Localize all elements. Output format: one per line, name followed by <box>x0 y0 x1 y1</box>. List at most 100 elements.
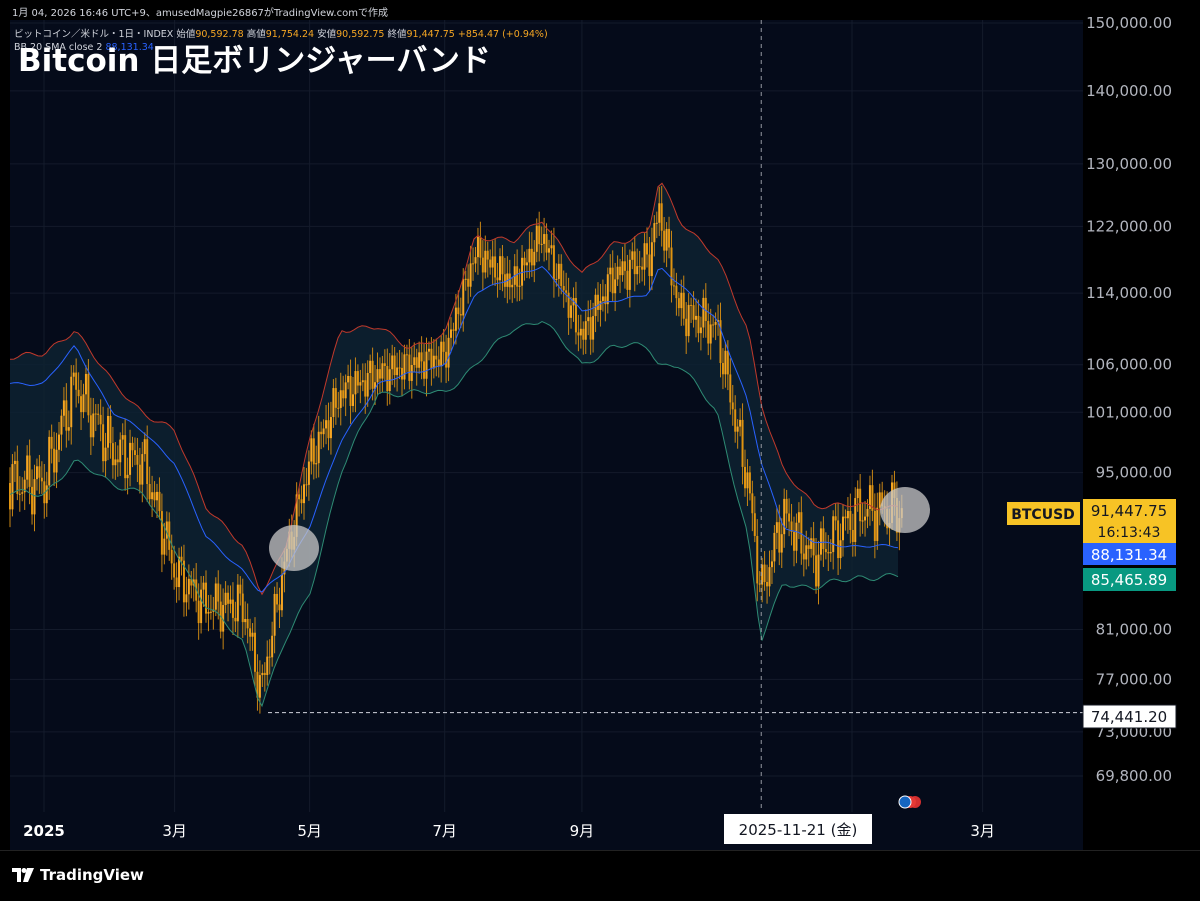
candle-body <box>712 324 715 326</box>
symbol-badge-text: BTCUSD <box>1011 507 1075 523</box>
candle-body <box>579 328 582 336</box>
candle-body <box>587 317 590 322</box>
candle-body <box>800 512 803 554</box>
candle-body <box>94 413 97 415</box>
candle-body <box>876 507 879 541</box>
candle-body <box>611 267 614 294</box>
ohlc-value-0: 90,592.78 <box>195 29 246 40</box>
candle-body <box>511 284 514 288</box>
candle-body <box>721 363 724 375</box>
candle-body <box>704 297 707 321</box>
candle-body <box>518 285 521 287</box>
candle-body <box>300 499 303 504</box>
candle-body <box>227 592 230 604</box>
candle-body <box>376 369 379 383</box>
candle-body <box>153 492 156 501</box>
candle-body <box>866 508 869 517</box>
candle-body <box>846 510 849 519</box>
price-chart[interactable]: 150,000.00 140,000.00 130,000.00 122,000.00… <box>0 0 1200 850</box>
candle-body <box>40 477 43 482</box>
candle-body <box>427 348 430 352</box>
candle-body <box>839 540 842 559</box>
candle-body <box>812 538 815 556</box>
candle-body <box>785 498 788 514</box>
candle-body <box>97 413 100 415</box>
candle-body <box>35 466 38 480</box>
x-tick-label: 5月 <box>297 822 322 840</box>
candle-body <box>268 656 271 658</box>
candle-body <box>670 247 673 286</box>
candle-body <box>190 578 193 586</box>
candle-body <box>185 594 188 603</box>
candle-body <box>408 354 411 381</box>
candle-body <box>609 267 612 275</box>
chart-credit-line: 1月 04, 2026 16:46 UTC+9、amusedMagpie2686… <box>12 8 388 19</box>
candle-body <box>396 367 399 376</box>
candle-body <box>18 493 21 495</box>
candle-body <box>548 248 550 253</box>
candle-body <box>770 561 773 568</box>
candle-body <box>405 354 408 356</box>
candle-body <box>381 363 384 379</box>
candle-body <box>168 521 171 550</box>
last-price-text: 91,447.75 <box>1091 502 1167 520</box>
ohlc-label-1: 高値 <box>247 28 267 40</box>
candle-body <box>104 447 107 462</box>
candle-body <box>660 203 663 231</box>
candle-body <box>827 552 830 554</box>
candle-body <box>442 341 445 352</box>
candle-body <box>423 361 426 379</box>
candle-body <box>467 278 470 287</box>
candle-body <box>138 464 141 485</box>
candle-body <box>246 618 249 629</box>
candle-body <box>217 583 220 602</box>
candle-body <box>604 296 607 305</box>
candle-body <box>582 328 585 340</box>
candle-body <box>464 278 467 280</box>
y-tick-label: 130,000.00 <box>1086 155 1172 173</box>
candle-body <box>325 420 328 429</box>
candle-body <box>26 455 29 480</box>
candle-body <box>67 427 70 431</box>
candle-body <box>354 371 357 395</box>
tradingview-logo[interactable]: TradingView <box>12 866 144 884</box>
change-value: +854.47 (+0.94%) <box>458 29 548 40</box>
candle-body <box>567 292 570 318</box>
candle-body <box>658 203 661 223</box>
candle-body <box>873 510 876 541</box>
candle-body <box>597 294 599 310</box>
candle-body <box>278 604 281 611</box>
candle-body <box>99 414 102 425</box>
candle-body <box>332 388 335 418</box>
y-tick-label: 150,000.00 <box>1086 14 1172 32</box>
candle-body <box>751 493 754 514</box>
low-marker-badge <box>1082 704 1177 729</box>
candle-body <box>540 243 543 245</box>
candle-body <box>675 285 678 299</box>
candle-body <box>616 266 619 280</box>
candle-body <box>538 225 541 245</box>
candle-body <box>758 583 761 585</box>
candle-body <box>628 259 631 290</box>
candle-body <box>241 593 244 623</box>
candle-body <box>707 320 710 344</box>
candle-body <box>881 492 884 507</box>
candle-body <box>239 584 242 594</box>
candle-body <box>45 485 48 504</box>
candle-body <box>75 372 78 390</box>
candle-body <box>31 486 34 515</box>
candle-body <box>753 513 756 536</box>
candle-body <box>523 257 526 266</box>
candle-body <box>479 236 482 258</box>
candle-body <box>577 332 580 336</box>
candle-body <box>160 511 163 555</box>
y-tick-label: 101,000.00 <box>1086 403 1172 421</box>
candle-body <box>109 415 112 444</box>
candle-body <box>80 396 83 413</box>
candle-body <box>746 472 749 489</box>
candle-body <box>401 367 403 380</box>
candle-body <box>84 373 87 395</box>
symbol-badge <box>1007 502 1080 525</box>
basis-price-text: 88,131.34 <box>1091 546 1167 564</box>
candle-body <box>655 222 658 224</box>
